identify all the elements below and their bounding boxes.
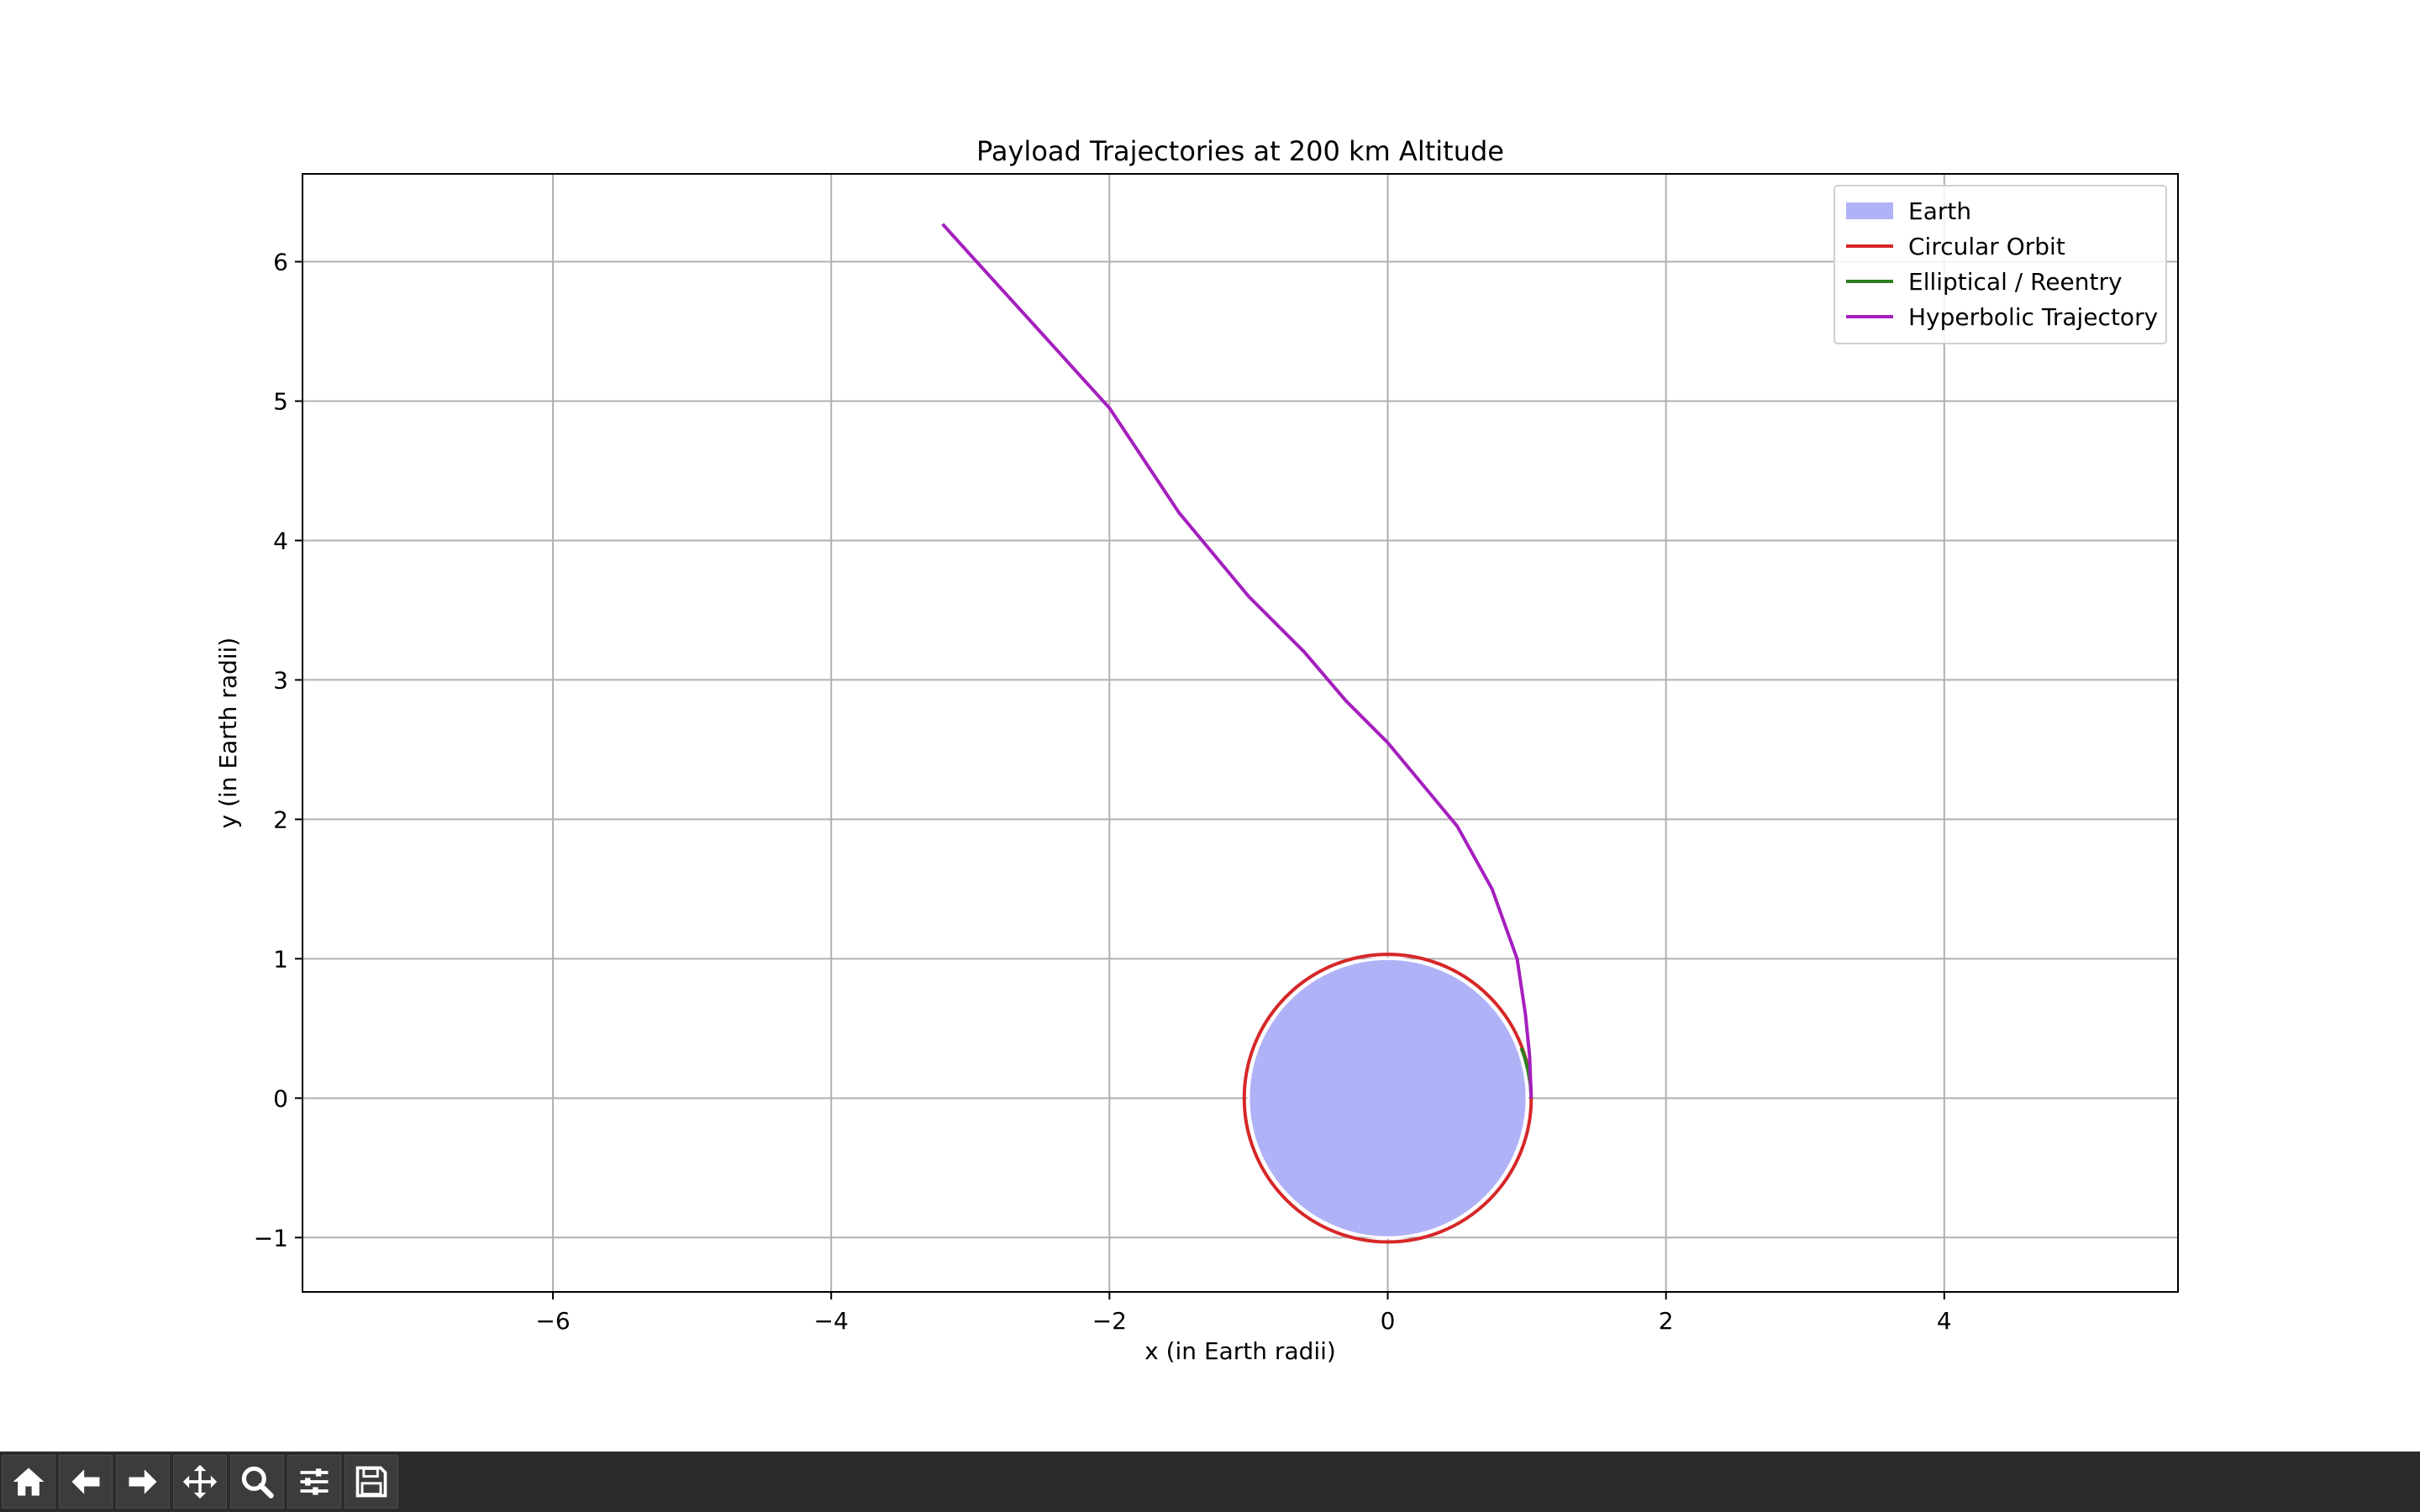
pan-button[interactable] [173,1455,227,1509]
x-axis-label: x (in Earth radii) [1144,1337,1336,1365]
x-tick-label: 4 [1937,1307,1952,1335]
legend-box [1833,185,2167,344]
series-circular-orbit [1242,953,1534,1244]
legend-entry-circular-orbit: Circular Orbit [1846,233,2065,260]
legend-entry-earth: Earth [1846,197,1971,225]
grid-lines [302,174,2178,1292]
axes-frame [302,173,2179,1293]
plot-area [941,223,1534,1244]
y-tick-label: 4 [273,527,288,554]
save-button[interactable] [345,1455,398,1509]
back-button[interactable] [59,1455,113,1509]
home-button[interactable] [2,1455,55,1509]
move-icon [182,1464,218,1499]
configure-subplots-button[interactable] [287,1455,341,1509]
arrow-left-icon [71,1469,100,1494]
magnifier-icon [241,1466,274,1499]
navigation-toolbar [0,1452,2420,1512]
x-tick-label: −2 [1092,1307,1127,1335]
x-tick-label: −6 [535,1307,570,1335]
home-icon [13,1467,45,1496]
figure-canvas: −6 −4 −2 0 2 4 −1 0 1 2 3 4 5 6 Payload Trajectories … [214,135,2179,1365]
y-tick-label: 6 [273,249,288,276]
axis-ticks: −6 −4 −2 0 2 4 −1 0 1 2 3 4 5 6 [254,249,1952,1335]
y-tick-label: 2 [273,806,288,833]
y-axis-label: y (in Earth radii) [214,638,242,829]
legend-label: Hyperbolic Trajectory [1908,303,2158,331]
y-tick-label: 5 [273,388,288,416]
forward-button[interactable] [116,1455,170,1509]
y-tick-label: 0 [273,1084,288,1112]
floppy-disk-icon [355,1466,387,1498]
legend-label: Circular Orbit [1908,233,2065,260]
legend: Earth Circular Orbit Elliptical / Reentry H… [1833,185,2167,344]
zoom-button[interactable] [230,1455,284,1509]
x-tick-label: 2 [1659,1307,1674,1335]
series-hyperbolic-trajectory [941,223,1534,1099]
x-tick-label: 0 [1381,1307,1396,1335]
legend-label: Elliptical / Reentry [1908,268,2123,296]
legend-label: Earth [1908,197,1971,225]
y-tick-label: 1 [273,945,288,973]
legend-entry-elliptical-reentry: Elliptical / Reentry [1846,268,2123,296]
y-tick-label: 3 [273,666,288,694]
legend-entry-hyperbolic-trajectory: Hyperbolic Trajectory [1846,303,2158,331]
legend-swatch [1846,202,1893,219]
x-tick-label: −4 [814,1307,849,1335]
chart-title: Payload Trajectories at 200 km Altitude [976,135,1504,167]
arrow-right-icon [129,1469,157,1494]
sliders-icon [300,1468,329,1495]
y-tick-label: −1 [254,1224,288,1252]
earth-disk [1247,957,1528,1239]
